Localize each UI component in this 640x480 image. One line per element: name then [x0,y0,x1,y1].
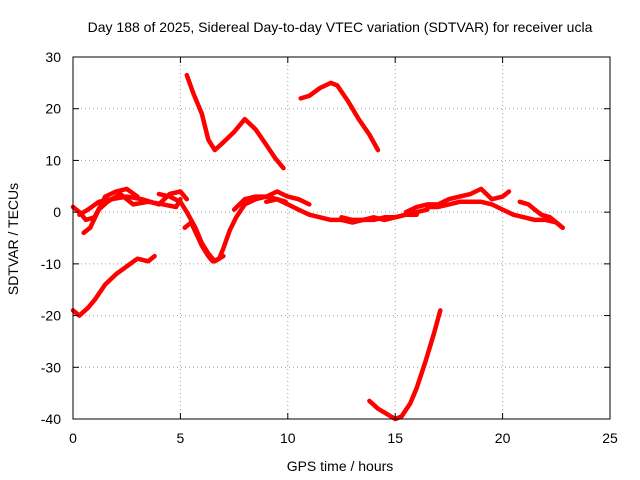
x-tick-label: 10 [280,430,296,446]
x-tick-label: 25 [602,430,618,446]
plot-border [72,56,611,420]
y-tick-label: 10 [45,152,61,168]
y-tick-label: -30 [41,359,61,375]
y-tick-label: -10 [41,256,61,272]
series-line-track-3 [81,191,183,236]
grid-lines [73,57,610,419]
x-tick-label: 5 [177,430,185,446]
series-line-track-13 [184,72,286,171]
x-tick-label: 20 [495,430,511,446]
series-line-track-11 [425,199,565,230]
series-line-track-15 [367,308,443,422]
y-tick-label: -40 [41,411,61,427]
series-line-track-9 [339,212,419,223]
y-tick-label: 20 [45,101,61,117]
y-tick-label: 0 [53,204,61,220]
axis-ticks: 0 5 10 15 20 25 -40 -30 -20 -10 0 10 20 30 [41,49,618,446]
y-axis-label: SDTVAR / TECUs [5,183,21,295]
series-line-track-10 [403,186,512,215]
y-tick-label: -20 [41,308,61,324]
series-line-track-1 [70,253,157,318]
series-line-track-7 [231,189,312,212]
series-line-track-12 [517,199,565,230]
x-tick-label: 15 [387,430,403,446]
x-axis-label: GPS time / hours [287,458,394,474]
chart-title: Day 188 of 2025, Sidereal Day-to-day VTE… [88,19,593,35]
data-series [70,72,565,422]
x-tick-label: 0 [69,430,77,446]
plot-frame [72,56,611,420]
series-line-track-14 [298,80,381,153]
y-tick-label: 30 [45,49,61,65]
series-line-track-6 [156,191,226,264]
series-line-track-4 [77,189,190,217]
